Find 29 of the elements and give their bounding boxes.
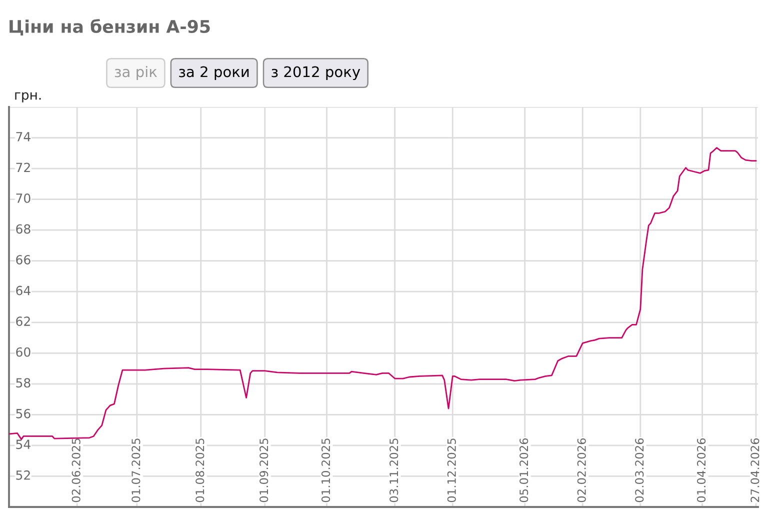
y-tick-label: 60: [16, 347, 30, 357]
x-tick-label: 02.06.2025: [72, 438, 80, 502]
y-tick-label: 74: [16, 132, 30, 142]
y-tick-label: 72: [16, 162, 30, 172]
y-tick-label: 68: [16, 224, 30, 234]
y-tick-label: 64: [16, 286, 30, 296]
x-tick-label: 01.07.2025: [132, 438, 140, 502]
x-tick-label: 27.04.2026: [750, 438, 760, 502]
x-tick-label: 01.04.2026: [696, 438, 706, 502]
y-tick-label: 70: [16, 193, 30, 203]
text: за 2 роки: [179, 66, 249, 80]
text: за рік: [114, 66, 157, 80]
x-tick-label: 01.08.2025: [196, 438, 204, 502]
chart-title: Ціни на бензин А-95: [10, 19, 210, 36]
y-tick-label: 52: [16, 470, 30, 480]
x-tick-label: 02.02.2026: [577, 438, 586, 502]
text: з 2012 року: [272, 66, 360, 80]
x-tick-label: 01.09.2025: [260, 438, 268, 502]
y-axis-title: грн.: [15, 92, 41, 102]
x-tick-label: 05.01.2026: [520, 438, 528, 502]
y-tick-label: 54: [16, 440, 30, 450]
x-tick-label: 03.11.2025: [390, 438, 398, 502]
y-tick-label: 56: [16, 408, 30, 418]
y-tick-label: 66: [16, 255, 30, 264]
x-tick-label: 02.03.2026: [635, 438, 644, 502]
x-tick-label: 01.12.2025: [447, 438, 456, 502]
y-tick-label: 62: [16, 316, 30, 326]
x-tick-label: 01.10.2025: [321, 438, 330, 502]
y-tick-label: 58: [16, 378, 30, 388]
